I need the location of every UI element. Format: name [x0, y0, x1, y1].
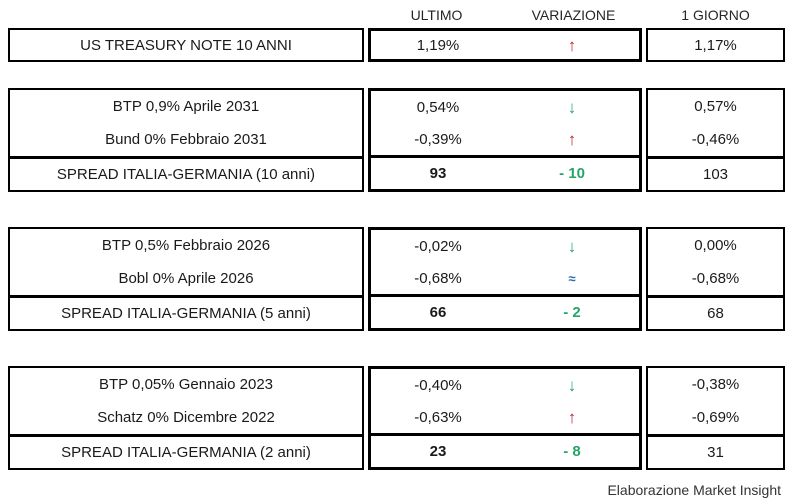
change-icon: ↓: [567, 97, 577, 117]
spread-giorno-value: 103: [648, 156, 783, 190]
giorno-column: -0,38% -0,69% 31: [646, 366, 785, 470]
spread-giorno-value: 68: [648, 295, 783, 329]
spread-label: SPREAD ITALIA-GERMANIA (10 anni): [10, 156, 362, 190]
giorno-column: 1,17%: [646, 28, 785, 62]
giorno-value: -0,68%: [691, 270, 740, 287]
bond-label: BTP 0,9% Aprile 2031: [112, 98, 260, 115]
label-column: BTP 0,9% Aprile 2031 Bund 0% Febbraio 20…: [8, 88, 364, 192]
header-mid-columns: ULTIMO VARIAZIONE: [368, 7, 642, 23]
giorno-value: 0,00%: [694, 237, 737, 254]
change-icon: ↑: [567, 407, 577, 427]
footer-credit: Elaborazione Market Insight: [607, 482, 781, 498]
ultimo-value: -0,63%: [414, 408, 462, 426]
ultimo-value: -0,39%: [414, 130, 462, 148]
giorno-value: -0,46%: [691, 131, 740, 148]
spread-ultimo-value: 23: [429, 443, 447, 460]
change-icon: ≈: [568, 270, 576, 286]
giorno-value: -0,69%: [691, 409, 740, 426]
ultimo-value: 0,54%: [416, 98, 460, 116]
ultimo-value: -0,40%: [414, 376, 462, 394]
spread-ultimo-value: 93: [429, 165, 447, 182]
giorno-value: 0,57%: [694, 98, 737, 115]
table-group-10-anni: BTP 0,9% Aprile 2031 Bund 0% Febbraio 20…: [8, 88, 794, 192]
bond-label: BTP 0,5% Febbraio 2026: [101, 237, 271, 254]
header-giorno: 1 GIORNO: [681, 7, 750, 23]
giorno-value: 1,17%: [694, 36, 737, 54]
table-group-2-anni: BTP 0,05% Gennaio 2023 Schatz 0% Dicembr…: [8, 366, 794, 470]
spread-giorno-value: 31: [648, 434, 783, 468]
ultimo-value: -0,68%: [414, 269, 462, 287]
bond-label: Bobl 0% Aprile 2026: [118, 270, 254, 287]
spread-label: SPREAD ITALIA-GERMANIA (5 anni): [10, 295, 362, 329]
spread-change-value: - 2: [563, 304, 581, 321]
giorno-value: -0,38%: [691, 376, 740, 393]
values-column: -0,40% ↓ -0,63% ↑ 23 - 8: [368, 366, 642, 470]
bond-label: US TREASURY NOTE 10 ANNI: [80, 36, 292, 54]
table-group-5-anni: BTP 0,5% Febbraio 2026 Bobl 0% Aprile 20…: [8, 227, 794, 331]
bond-label: BTP 0,05% Gennaio 2023: [98, 376, 274, 393]
spread-change-value: - 10: [559, 165, 585, 182]
change-icon: ↑: [567, 129, 577, 149]
table-group-us-treasury: US TREASURY NOTE 10 ANNI 1,19% ↑ 1,17%: [8, 28, 794, 62]
change-icon: ↓: [567, 375, 577, 395]
label-column: US TREASURY NOTE 10 ANNI: [8, 28, 364, 62]
bond-label: Schatz 0% Dicembre 2022: [97, 409, 275, 426]
values-column: 0,54% ↓ -0,39% ↑ 93 - 10: [368, 88, 642, 192]
giorno-column: 0,00% -0,68% 68: [646, 227, 785, 331]
ultimo-value: -0,02%: [414, 237, 462, 255]
column-header-row: ULTIMO VARIAZIONE 1 GIORNO: [8, 0, 794, 25]
label-column: BTP 0,05% Gennaio 2023 Schatz 0% Dicembr…: [8, 366, 364, 470]
ultimo-value: 1,19%: [416, 36, 460, 54]
bond-label: Bund 0% Febbraio 2031: [105, 131, 267, 148]
change-icon: ↓: [567, 236, 577, 256]
change-icon: ↑: [567, 35, 577, 55]
spread-change-value: - 8: [563, 443, 581, 460]
values-column: -0,02% ↓ -0,68% ≈ 66 - 2: [368, 227, 642, 331]
header-variazione: VARIAZIONE: [531, 7, 616, 23]
spread-label: SPREAD ITALIA-GERMANIA (2 anni): [10, 434, 362, 468]
values-column: 1,19% ↑: [368, 28, 642, 62]
spread-ultimo-value: 66: [429, 304, 447, 321]
header-ultimo: ULTIMO: [410, 7, 463, 23]
giorno-column: 0,57% -0,46% 103: [646, 88, 785, 192]
label-column: BTP 0,5% Febbraio 2026 Bobl 0% Aprile 20…: [8, 227, 364, 331]
